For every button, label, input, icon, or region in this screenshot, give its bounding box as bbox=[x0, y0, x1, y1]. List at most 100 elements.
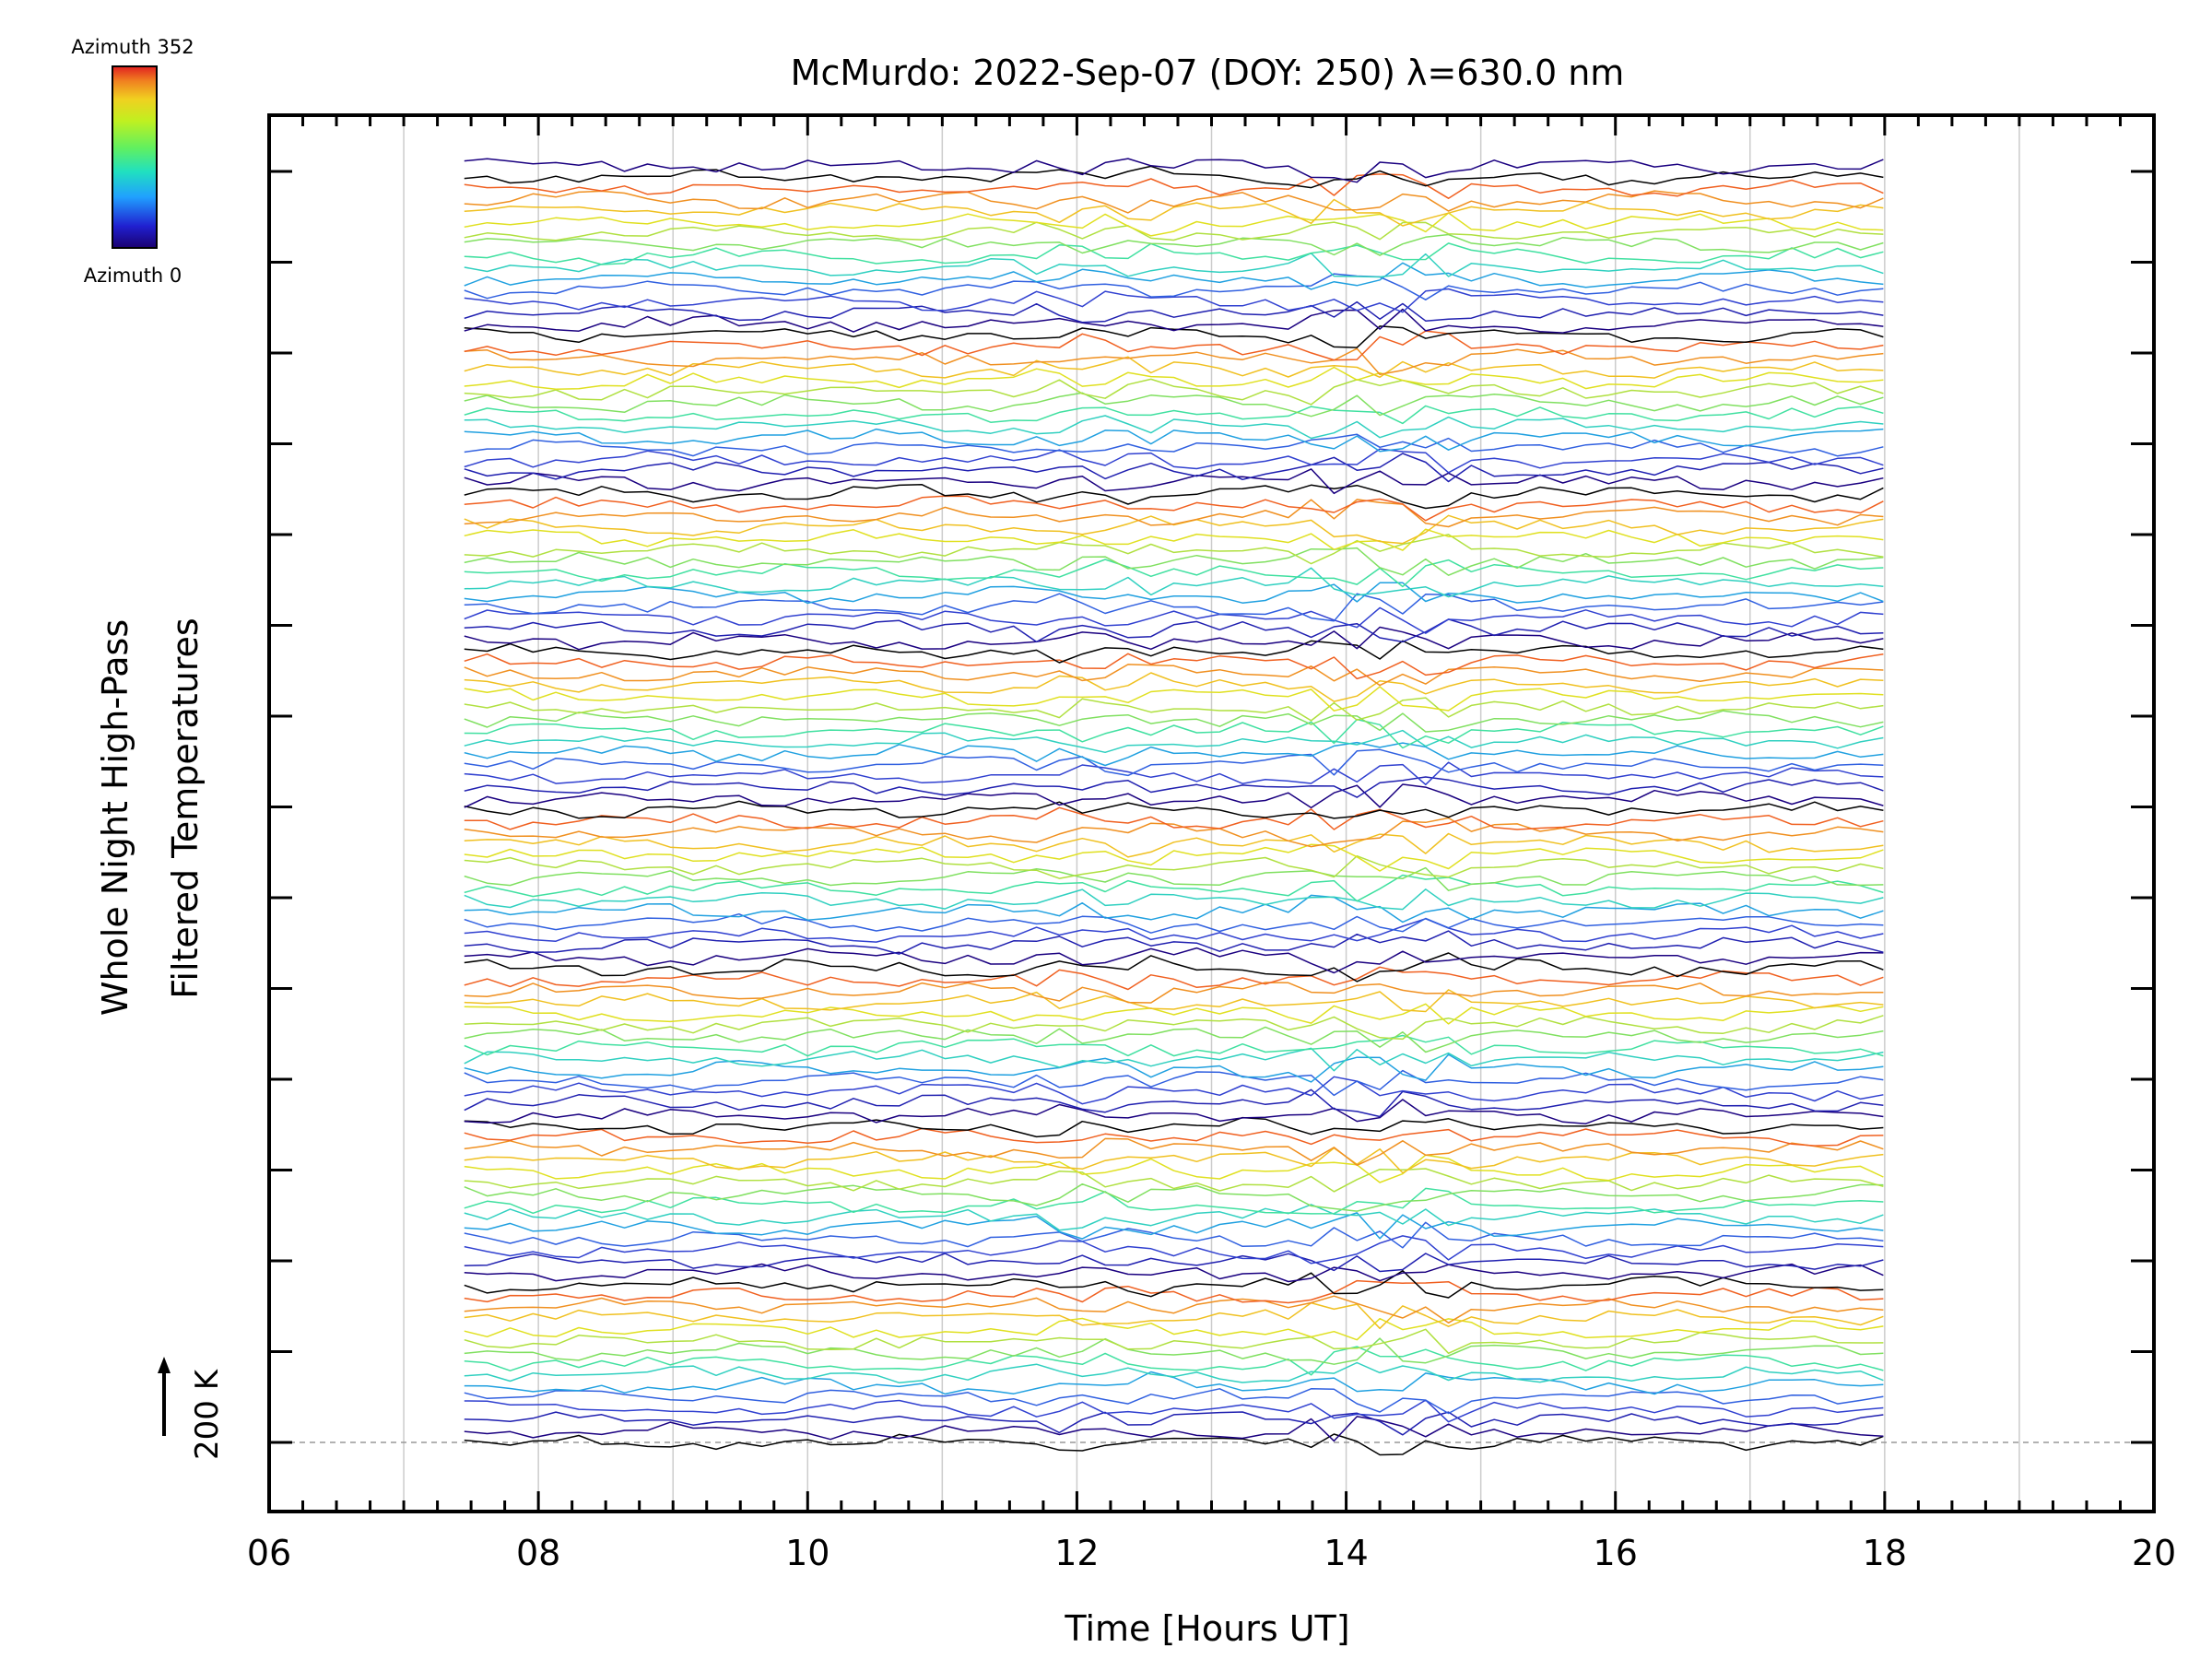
series-line bbox=[464, 528, 1884, 551]
series-line bbox=[464, 1388, 1884, 1415]
series-line bbox=[464, 252, 1884, 278]
series-line bbox=[464, 952, 1884, 982]
series-line bbox=[464, 817, 1884, 848]
series-line bbox=[464, 718, 1884, 749]
series-line bbox=[464, 242, 1884, 265]
axes-layer bbox=[267, 113, 2156, 1513]
reference-arrow bbox=[158, 1357, 171, 1436]
x-tick-label: 08 bbox=[516, 1533, 560, 1573]
series-line bbox=[464, 288, 1884, 313]
series-line bbox=[464, 748, 1884, 777]
series-line bbox=[464, 1076, 1884, 1105]
series-line bbox=[464, 212, 1884, 237]
series-line bbox=[464, 1279, 1884, 1304]
series-line bbox=[464, 729, 1884, 754]
y-axis-label-line2: Filtered Temperatures bbox=[165, 618, 206, 998]
series-line bbox=[464, 866, 1884, 891]
series-line bbox=[464, 330, 1884, 361]
series-line bbox=[464, 1204, 1884, 1231]
series-line bbox=[464, 453, 1884, 483]
series-line bbox=[464, 1026, 1884, 1053]
series-line bbox=[464, 1088, 1884, 1118]
series-line bbox=[464, 1182, 1884, 1212]
series-line bbox=[464, 741, 1884, 767]
series-line bbox=[464, 874, 1884, 902]
series-line bbox=[464, 1099, 1884, 1124]
series-line bbox=[464, 221, 1884, 241]
series-line bbox=[464, 783, 1884, 809]
series-line bbox=[464, 190, 1884, 214]
series-line bbox=[464, 484, 1884, 510]
series-line bbox=[464, 982, 1884, 1004]
series-line bbox=[464, 158, 1884, 183]
series-line bbox=[464, 640, 1884, 664]
x-tick-label: 06 bbox=[247, 1533, 291, 1573]
x-tick-label: 16 bbox=[1594, 1533, 1638, 1573]
series-line bbox=[464, 1147, 1884, 1174]
series-line bbox=[464, 262, 1884, 290]
series-line bbox=[464, 894, 1884, 924]
series-line bbox=[464, 1433, 1884, 1456]
series-line bbox=[464, 1003, 1884, 1025]
series-line bbox=[464, 308, 1884, 334]
x-tick-label: 10 bbox=[785, 1533, 830, 1573]
series-line bbox=[464, 1235, 1884, 1265]
series-line bbox=[464, 405, 1884, 425]
series-line bbox=[464, 567, 1884, 598]
series-line bbox=[464, 1221, 1884, 1249]
series-line bbox=[464, 273, 1884, 300]
series-line bbox=[464, 1154, 1884, 1183]
series-line bbox=[464, 1346, 1884, 1376]
series-line bbox=[464, 947, 1884, 974]
x-tick-label: 14 bbox=[1324, 1533, 1368, 1573]
series-line bbox=[464, 776, 1884, 798]
series-line bbox=[464, 653, 1884, 680]
series-line bbox=[464, 1137, 1884, 1167]
series-line bbox=[464, 593, 1884, 622]
series-line bbox=[464, 1328, 1884, 1355]
series-line bbox=[464, 1212, 1884, 1240]
series-line bbox=[464, 233, 1884, 256]
series-line bbox=[464, 618, 1884, 643]
series-line bbox=[464, 1317, 1884, 1341]
series-layer bbox=[464, 158, 1884, 1456]
series-line bbox=[464, 1263, 1884, 1283]
x-tick-label: 18 bbox=[1863, 1533, 1907, 1573]
x-tick-label: 12 bbox=[1054, 1533, 1099, 1573]
series-line bbox=[464, 378, 1884, 406]
series-line bbox=[464, 930, 1884, 955]
series-line bbox=[464, 1361, 1884, 1384]
colorbar-bottom-label: Azimuth 0 bbox=[84, 265, 182, 287]
series-line bbox=[464, 1015, 1884, 1041]
series-line bbox=[464, 1371, 1884, 1395]
tick-label-layer: 06 08 10 12 14 16 18 20 bbox=[247, 1533, 2176, 1573]
series-line bbox=[464, 495, 1884, 522]
series-line bbox=[464, 1187, 1884, 1215]
series-line bbox=[464, 1053, 1884, 1083]
series-line bbox=[464, 1253, 1884, 1273]
series-line bbox=[464, 514, 1884, 545]
series-line bbox=[464, 854, 1884, 879]
series-line bbox=[464, 918, 1884, 943]
series-line bbox=[464, 672, 1884, 702]
series-line bbox=[464, 415, 1884, 440]
series-line bbox=[464, 1168, 1884, 1193]
series-line bbox=[464, 366, 1884, 390]
series-line bbox=[464, 761, 1884, 786]
series-line bbox=[464, 1301, 1884, 1330]
series-line bbox=[464, 1411, 1884, 1436]
y-axis-label-line1: Whole Night High-Pass bbox=[95, 619, 135, 1016]
series-line bbox=[464, 347, 1884, 375]
series-line bbox=[464, 606, 1884, 634]
series-line bbox=[464, 1034, 1884, 1057]
series-line bbox=[464, 1295, 1884, 1324]
series-line bbox=[464, 300, 1884, 324]
series-line bbox=[464, 832, 1884, 858]
series-line bbox=[464, 1116, 1884, 1138]
series-line bbox=[464, 1269, 1884, 1299]
series-line bbox=[464, 165, 1884, 189]
series-line bbox=[464, 710, 1884, 733]
series-line bbox=[464, 356, 1884, 379]
series-line bbox=[464, 173, 1884, 199]
series-line bbox=[464, 468, 1884, 495]
